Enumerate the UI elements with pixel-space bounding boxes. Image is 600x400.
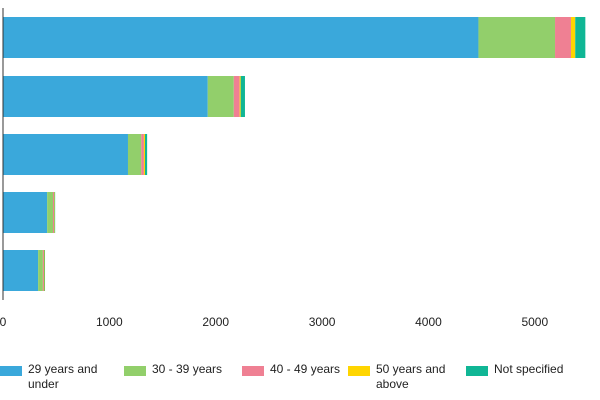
bar-segment-4-series-1 [3,192,48,233]
bar-segment-1-series-4 [570,17,576,58]
bar-segment-2-series-5 [240,76,245,117]
x-tick-label: 0 [0,315,7,329]
bar-segment-5-series-1 [3,250,39,291]
bar-segment-3-series-3 [141,134,144,175]
legend-item-3: 40 - 49 years [242,362,350,377]
legend-label: 29 years and under [28,362,98,391]
legend-item-5: Not specified [466,362,574,377]
bar-segment-3-series-4 [143,134,145,175]
bar-segment-3-series-2 [127,134,142,175]
x-tick-label: 3000 [309,315,336,329]
x-tick-label: 4000 [415,315,442,329]
x-tick-label: 5000 [521,315,548,329]
bar-segment-5-series-3 [42,250,44,291]
bar-segment-5-series-5 [44,250,46,291]
bar-segment-5-series-2 [38,250,43,291]
bar-segment-4-series-5 [54,192,56,233]
bar-segment-1-series-5 [575,17,586,58]
legend-label: 50 years and above [376,362,446,391]
bar-segment-3-series-1 [3,134,128,175]
bar-segment-4-series-4 [54,192,55,233]
bar-segment-4-series-3 [52,192,55,233]
legend-label: 30 - 39 years [152,362,223,376]
legend: 29 years and under 30 - 39 years 40 - 49 y… [0,362,600,398]
legend-swatch [242,366,264,376]
bar-segment-4-series-2 [47,192,53,233]
legend-item-1: 29 years and under [0,362,108,392]
bars-layer [3,17,586,291]
bar-segment-2-series-4 [239,76,241,117]
legend-swatch [0,366,22,376]
legend-label: Not specified [494,362,564,376]
legend-item-2: 30 - 39 years [124,362,232,377]
x-tick-label: 2000 [202,315,229,329]
bar-segment-2-series-1 [3,76,208,117]
legend-swatch [348,366,370,376]
legend-label: 40 - 49 years [270,362,341,376]
x-tick-label: 1000 [96,315,123,329]
legend-swatch [466,366,488,376]
bar-segment-1-series-3 [555,17,571,58]
bar-segment-1-series-2 [478,17,556,58]
legend-item-4: 50 years and above [348,362,456,392]
x-axis-ticks: 0 1000 2000 3000 4000 5000 [0,315,548,329]
bar-segment-1-series-1 [3,17,479,58]
bar-segment-5-series-4 [43,250,45,291]
legend-swatch [124,366,146,376]
bar-segment-3-series-5 [145,134,148,175]
bar-segment-2-series-2 [207,76,234,117]
bar-segment-2-series-3 [233,76,240,117]
